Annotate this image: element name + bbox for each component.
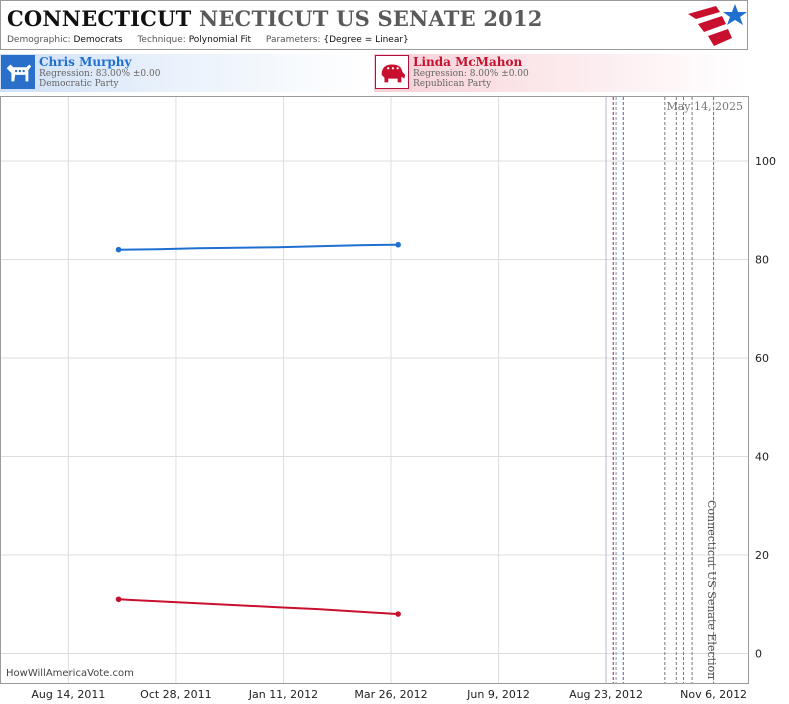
x-tick-label: Aug 14, 2011 <box>31 688 105 701</box>
header-frame: CONNECTICUT NECTICUT US SENATE 2012 Demo… <box>0 0 748 50</box>
technique-label: Technique: <box>137 35 186 45</box>
series-line-0 <box>118 243 399 251</box>
candidate-regression: Regression: 8.00% ±0.00 <box>413 69 529 79</box>
y-tick-label: 100 <box>755 155 776 168</box>
candidate-card-democrat: Chris Murphy Regression: 83.00% ±0.00 De… <box>0 54 372 92</box>
x-tick-label: Nov 6, 2012 <box>680 688 747 701</box>
elephant-icon <box>375 55 409 89</box>
candidate-name: Linda McMahon <box>413 55 523 69</box>
source-label: HowWillAmericaVote.com <box>6 668 134 679</box>
candidate-regression: Regression: 83.00% ±0.00 <box>39 69 161 79</box>
x-tick-label: Oct 28, 2011 <box>140 688 212 701</box>
series-point <box>395 611 401 617</box>
plot-area <box>0 96 749 684</box>
x-tick-label: Jan 11, 2012 <box>248 688 318 701</box>
flag-star-logo <box>688 4 747 46</box>
candidate-name: Chris Murphy <box>39 55 132 69</box>
today-date-label: May 14, 2025 <box>666 100 743 113</box>
y-tick-label: 20 <box>755 549 769 562</box>
title-state: CONNECTICUT <box>7 6 192 31</box>
page-title: CONNECTICUT NECTICUT US SENATE 2012 <box>7 6 543 31</box>
candidate-party: Republican Party <box>413 79 492 89</box>
x-tick-label: Aug 23, 2012 <box>569 688 643 701</box>
title-race: NECTICUT US SENATE 2012 <box>198 6 543 31</box>
demographic-label: Demographic: <box>7 35 71 45</box>
y-tick-label: 80 <box>755 254 769 267</box>
series-point <box>115 246 122 253</box>
series-point <box>115 596 122 603</box>
y-tick-label: 60 <box>755 352 769 365</box>
candidate-card-republican: Linda McMahon Regression: 8.00% ±0.00 Re… <box>374 54 746 92</box>
donkey-icon <box>1 55 35 89</box>
parameters-line: Demographic: Democrats Technique: Polyno… <box>7 35 421 45</box>
technique-value: Polynomial Fit <box>188 35 252 45</box>
y-tick-label: 0 <box>755 647 762 660</box>
x-tick-label: Mar 26, 2012 <box>354 688 427 701</box>
candidate-party: Democratic Party <box>39 79 119 89</box>
parameters-value: {Degree = Linear} <box>323 35 409 45</box>
election-label: Connecticut US Senate Election <box>705 500 718 680</box>
parameters-label: Parameters: <box>265 35 321 45</box>
series-point <box>395 241 401 248</box>
x-tick-label: Jun 9, 2012 <box>466 688 530 701</box>
y-tick-label: 40 <box>755 450 769 463</box>
series-line-1 <box>118 598 399 616</box>
demographic-value: Democrats <box>73 35 123 45</box>
